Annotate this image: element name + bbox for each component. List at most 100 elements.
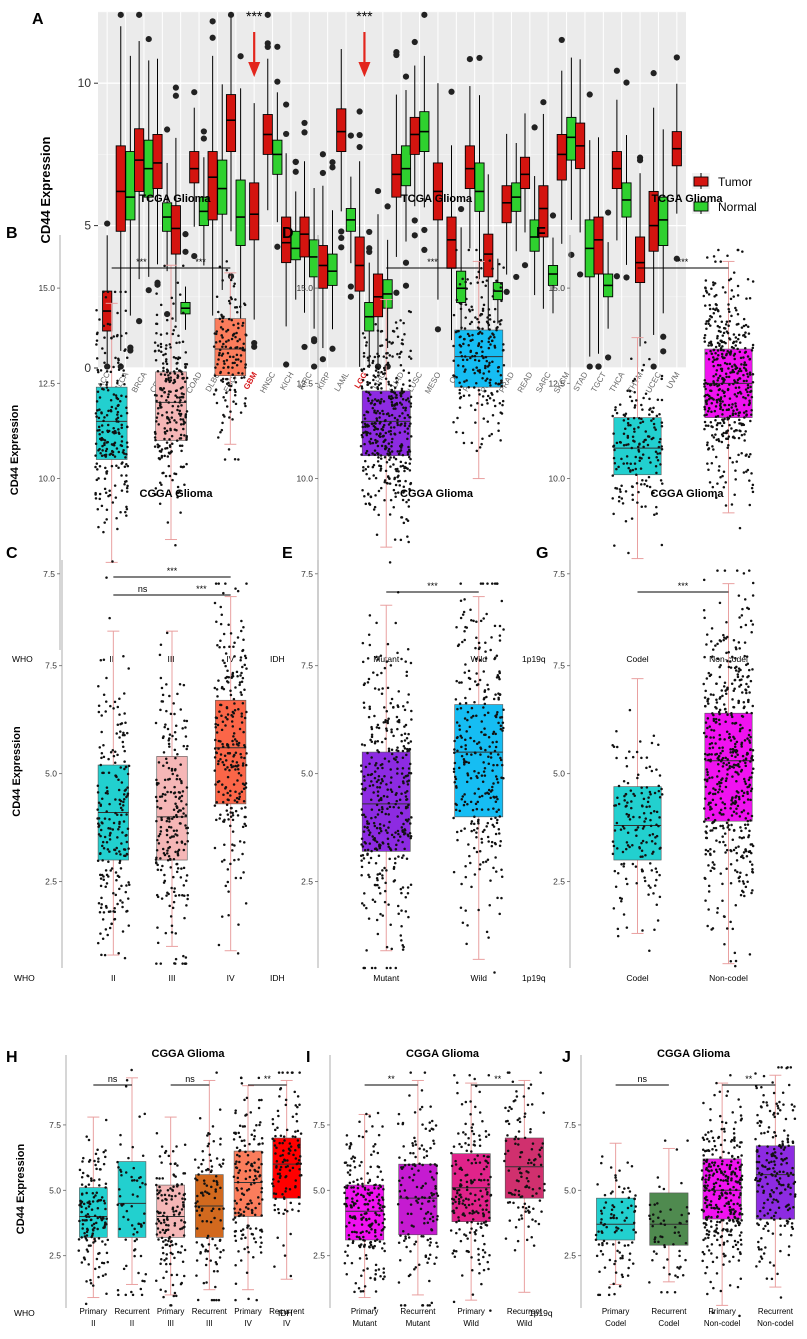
data-point [214, 726, 217, 729]
data-point [98, 910, 102, 914]
data-point [724, 372, 728, 376]
data-point [217, 310, 220, 314]
data-point [486, 791, 489, 794]
data-point [227, 366, 230, 369]
data-point [237, 741, 241, 745]
data-point [727, 324, 730, 328]
data-point [483, 727, 486, 730]
data-point [225, 680, 229, 683]
data-point [396, 904, 400, 908]
data-point [94, 1267, 97, 1271]
data-point [616, 871, 620, 875]
data-point [381, 877, 384, 880]
data-point [483, 713, 487, 717]
panel-a-category-label: LAML [333, 370, 352, 393]
data-point [734, 742, 737, 746]
data-point [729, 666, 733, 669]
data-point [407, 779, 411, 782]
data-point [180, 794, 184, 798]
data-point [124, 890, 128, 894]
data-point [173, 748, 177, 752]
data-point [725, 688, 729, 691]
data-point [397, 470, 400, 473]
data-point [178, 797, 181, 800]
data-point [155, 819, 158, 823]
data-point [161, 413, 164, 417]
data-point [161, 471, 164, 475]
data-point [80, 1236, 83, 1239]
data-point [100, 896, 103, 900]
data-point [499, 411, 502, 414]
data-point [126, 445, 129, 449]
data-point [383, 447, 387, 450]
data-point [161, 1246, 165, 1249]
data-point [717, 248, 720, 252]
data-point [495, 279, 498, 283]
data-point [80, 1205, 83, 1208]
data-point [155, 399, 158, 403]
data-point [403, 416, 407, 420]
data-point [743, 433, 746, 436]
data-point [725, 777, 728, 780]
data-point [406, 833, 410, 837]
data-point [655, 810, 659, 814]
data-point [93, 1237, 96, 1241]
data-point [96, 508, 100, 511]
data-point [489, 378, 492, 382]
data-point [368, 875, 371, 879]
data-point [102, 530, 105, 534]
data-point [618, 495, 621, 499]
data-point [731, 748, 734, 751]
data-point [652, 810, 656, 813]
panel-a-normal-box [327, 253, 338, 286]
data-point [466, 924, 469, 927]
data-point [458, 724, 461, 727]
panel-ytick-label: 12.5 [38, 378, 55, 388]
data-point [389, 384, 393, 387]
data-point [404, 406, 408, 410]
data-point [628, 395, 632, 398]
data-point [462, 610, 466, 614]
data-point [170, 450, 173, 453]
data-point [160, 686, 164, 690]
data-point [487, 788, 491, 792]
data-point [500, 384, 503, 388]
data-point [709, 349, 712, 353]
data-point [495, 676, 499, 679]
data-point [107, 429, 111, 433]
data-point [488, 259, 492, 262]
data-point [748, 401, 752, 405]
data-point [620, 862, 623, 866]
data-point [239, 629, 243, 633]
data-point [369, 495, 373, 498]
data-point [719, 367, 723, 371]
data-point [405, 500, 408, 504]
data-point [734, 405, 738, 408]
data-point [486, 377, 489, 380]
data-point [745, 873, 748, 877]
data-point [748, 357, 752, 361]
data-point [712, 717, 716, 721]
data-point [749, 385, 752, 389]
panel-letter: D [282, 225, 294, 242]
data-point [394, 966, 398, 970]
panel-a-outlier [411, 217, 418, 224]
data-point [235, 363, 239, 367]
data-point [224, 345, 228, 349]
data-point [708, 303, 711, 307]
panel-a-arrow-head [358, 62, 371, 77]
data-point [499, 323, 502, 326]
data-point [114, 774, 117, 777]
data-point [388, 513, 392, 516]
data-point [108, 616, 111, 620]
data-point [501, 729, 504, 732]
data-point [725, 848, 729, 852]
data-point [723, 417, 726, 421]
data-point [647, 456, 651, 460]
data-point [388, 414, 391, 418]
data-point [718, 738, 721, 741]
data-point [617, 499, 621, 503]
data-point [127, 881, 130, 884]
data-point [226, 377, 229, 381]
panel-letter: C [6, 545, 18, 562]
